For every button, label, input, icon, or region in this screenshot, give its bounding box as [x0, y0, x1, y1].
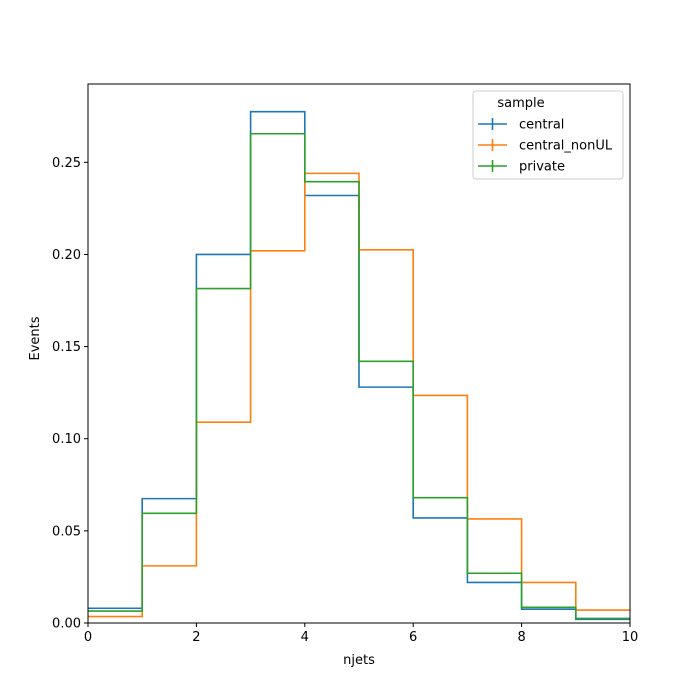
y-tick-label: 0.15 [52, 340, 81, 355]
series-layer [88, 110, 630, 621]
y-axis: 0.00 0.05 0.10 0.15 0.20 0.25 [52, 156, 88, 632]
y-tick-label: 0.20 [52, 248, 81, 263]
x-tick-label: 8 [517, 630, 525, 645]
x-tick-label: 4 [301, 630, 309, 645]
y-axis-label: Events [28, 316, 43, 360]
x-tick-label: 2 [192, 630, 200, 645]
y-tick-label: 0.25 [52, 156, 81, 171]
x-axis: 0 2 4 6 8 10 [84, 623, 638, 645]
x-axis-label: njets [343, 653, 375, 668]
x-tick-label: 6 [409, 630, 417, 645]
series-step-line-private [88, 132, 630, 620]
y-tick-label: 0.00 [52, 617, 81, 632]
x-tick-label: 10 [622, 630, 639, 645]
legend-entry-label: central [519, 118, 564, 133]
legend-entry-label: private [519, 160, 565, 175]
plot-frame [87, 83, 631, 624]
legend-frame [472, 90, 624, 180]
y-tick-label: 0.10 [52, 432, 81, 447]
legend-title: sample [497, 96, 544, 111]
y-tick-label: 0.05 [52, 524, 81, 539]
x-tick-label: 0 [84, 630, 92, 645]
legend-entry-label: central_nonUL [519, 139, 613, 154]
